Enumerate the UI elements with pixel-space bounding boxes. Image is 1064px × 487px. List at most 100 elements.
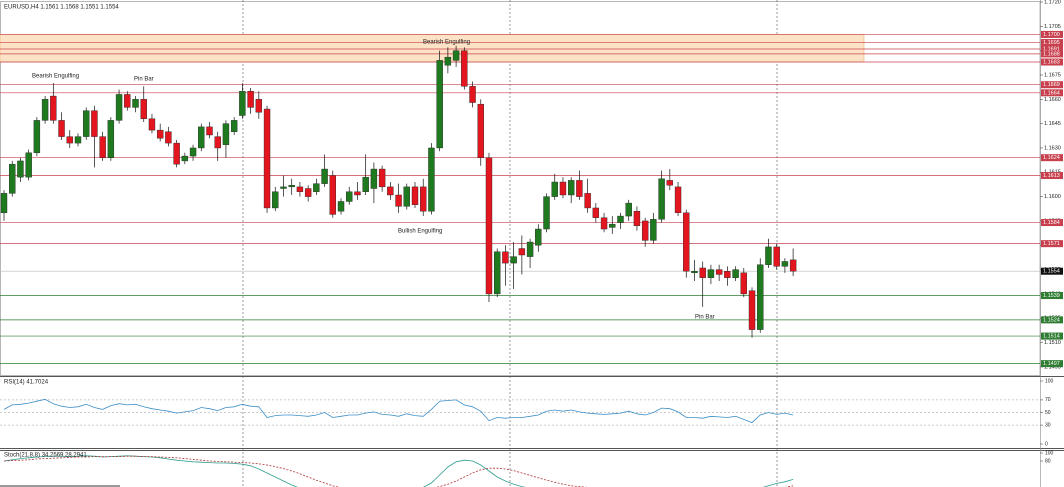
pattern-annotation: Bearish Engulfing — [32, 74, 79, 80]
level-label: 1.1624 — [1043, 155, 1060, 161]
candle-body — [82, 110, 90, 137]
price-panel: 1.17201.17051.16901.16751.16601.16451.16… — [0, 0, 1063, 370]
candle-body — [346, 191, 353, 202]
candle-body — [9, 163, 16, 194]
y-tick-label: 50 — [1045, 410, 1051, 416]
candle-body — [99, 136, 106, 158]
candle-body — [181, 155, 189, 162]
level-label-box — [1041, 360, 1063, 368]
y-tick-label: 1.1660 — [1044, 97, 1061, 103]
candle-body — [107, 120, 115, 158]
candle-body — [444, 56, 452, 66]
candle-body — [674, 186, 682, 214]
candle-body — [362, 176, 369, 192]
candle-body — [255, 99, 263, 113]
candle-body — [411, 186, 419, 205]
candle-body — [222, 123, 230, 145]
level-label-box — [1041, 292, 1063, 300]
y-tick-label: 1.1720 — [1044, 0, 1061, 5]
candle-body — [600, 217, 608, 230]
current-price-label: 1.1554 — [1043, 269, 1060, 275]
candle-body — [699, 267, 706, 278]
y-tick-label: 0 — [1045, 441, 1048, 447]
candle-body — [239, 90, 246, 116]
level-label-box — [1041, 50, 1063, 58]
y-tick-label: 1.1705 — [1044, 24, 1061, 30]
level-label-box — [1041, 39, 1063, 47]
candle-body — [518, 248, 526, 256]
candle-body — [781, 261, 789, 267]
candle-body — [559, 181, 567, 196]
y-tick-label: 1.1600 — [1044, 194, 1061, 200]
candle-body — [633, 211, 641, 226]
candle-body — [715, 269, 723, 275]
level-label: 1.1700 — [1043, 32, 1060, 38]
rsi-panel: 100 70 50 30 0 — [0, 378, 1054, 447]
candle-body — [132, 99, 139, 108]
candle-body — [789, 259, 797, 272]
candle-body — [272, 191, 279, 209]
level-label: 1.1683 — [1043, 59, 1060, 65]
candle-body — [765, 246, 772, 265]
candle-body — [584, 193, 591, 209]
candle-body — [378, 168, 386, 188]
y-tick-label: 70 — [1045, 397, 1051, 403]
y-tick-label: 80 — [1045, 458, 1051, 464]
y-tick-label: 1.1645 — [1044, 121, 1061, 127]
chart-title: EURUSD,H4 1.1561 1.1568 1.1551 1.1554 — [4, 5, 119, 11]
level-label: 1.1695 — [1043, 40, 1060, 46]
candle-body — [436, 60, 443, 149]
candle-body — [206, 126, 213, 136]
candle-body — [567, 180, 575, 196]
candle-body — [354, 191, 361, 196]
candle-body — [650, 219, 657, 241]
candle-body — [173, 142, 180, 165]
candle-body — [66, 136, 73, 144]
indicator-line — [3, 398, 794, 424]
candle-body — [156, 129, 164, 139]
y-tick-label: 1.1630 — [1044, 145, 1061, 151]
candle-body — [658, 178, 665, 220]
candle-body — [74, 136, 82, 144]
pattern-annotation: Pin Bar — [134, 77, 154, 83]
candle-body — [592, 207, 600, 218]
stoch-title: Stoch(21,8,8) 34.2569 28.2941 — [4, 453, 87, 459]
level-label: 1.1688 — [1043, 51, 1060, 57]
candle-body — [387, 186, 394, 196]
pattern-annotation: Bullish Engulfing — [398, 229, 442, 235]
level-label: 1.1524 — [1043, 317, 1060, 323]
candle-body — [165, 131, 172, 144]
candle-body — [148, 118, 156, 131]
candle-body — [748, 290, 756, 330]
candle-body — [50, 95, 57, 121]
candle-body — [773, 246, 780, 267]
candle-body — [321, 168, 328, 184]
resistance-zone — [0, 34, 865, 63]
level-label: 1.1514 — [1043, 334, 1060, 340]
candle-body — [263, 108, 271, 209]
candle-body — [666, 180, 674, 186]
candle-body — [452, 50, 460, 61]
level-label: 1.1497 — [1043, 361, 1060, 367]
candle-body — [494, 251, 501, 295]
candle-body — [428, 147, 435, 212]
candle-body — [469, 86, 476, 103]
candle-body — [288, 185, 295, 188]
candle-body — [337, 201, 345, 212]
level-label-box — [1041, 154, 1063, 162]
candle-body — [691, 271, 698, 274]
level-label-box — [1041, 45, 1063, 53]
level-label: 1.1669 — [1043, 82, 1060, 88]
candle-body — [41, 99, 49, 121]
candle-body — [329, 175, 336, 215]
candle-body — [313, 183, 320, 192]
y-tick-label: 1.1675 — [1044, 72, 1061, 78]
level-label-box — [1041, 219, 1063, 227]
level-label: 1.1584 — [1043, 220, 1060, 226]
stoch-panel — [3, 455, 794, 487]
candle-body — [576, 180, 583, 197]
candle-body — [609, 223, 616, 228]
